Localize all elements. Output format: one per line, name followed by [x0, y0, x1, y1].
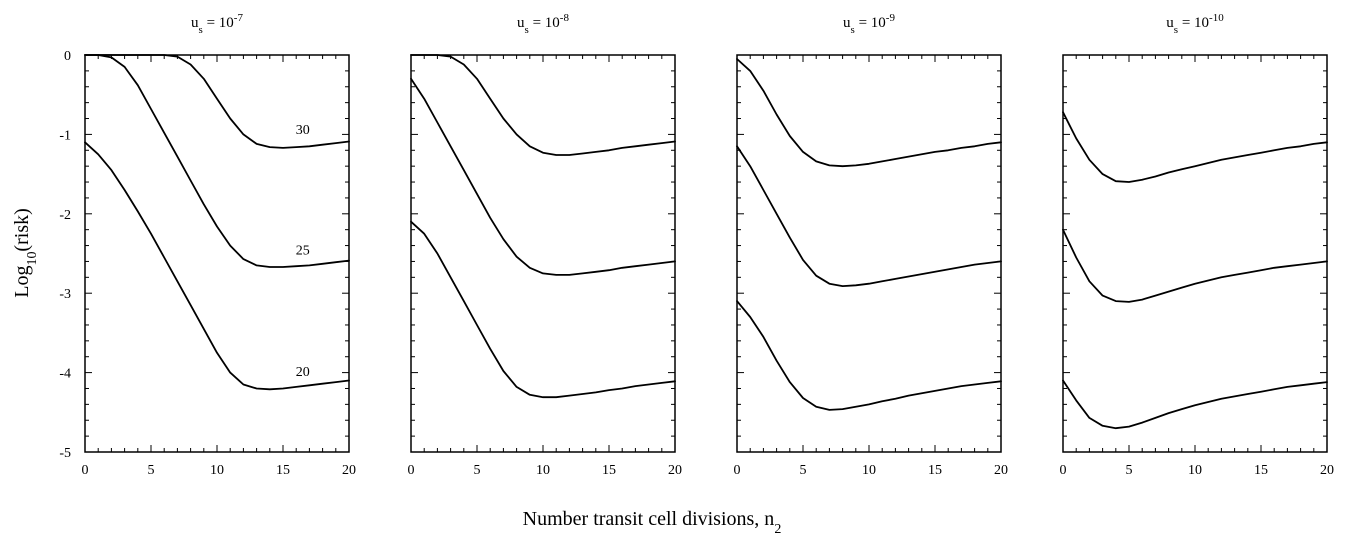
- series-line-25: [1062, 228, 1328, 303]
- x-tick-label: 10: [862, 463, 876, 478]
- series-line-20: [410, 220, 676, 399]
- panel-title-mid: = 10: [529, 15, 560, 31]
- panel-title-main: u: [843, 15, 851, 31]
- panel-title: us = 10-9: [843, 12, 895, 36]
- y-axis-title-tail: (risk): [11, 208, 33, 251]
- x-axis-title-sub: 2: [774, 522, 781, 537]
- panel-title-sup: -8: [560, 12, 570, 24]
- x-tick-label: 15: [602, 463, 616, 478]
- series-label-30: 30: [296, 123, 310, 138]
- x-tick-label: 20: [994, 463, 1008, 478]
- panel-title: us = 10-8: [517, 12, 569, 36]
- y-tick-label: 0: [64, 49, 71, 64]
- panel-3: us = 10-9 0 5 10 15 20: [734, 12, 1009, 478]
- panel-1: us = 10-7 0 5 10 15 20 0 -1 -2 -3 -4 -5 30 25 20: [59, 12, 356, 478]
- y-axis-title: Log10(risk): [11, 208, 40, 298]
- series-line-30: [84, 54, 350, 149]
- panel-title: us = 10-10: [1166, 12, 1224, 36]
- x-axis-title: Number transit cell divisions, n2: [523, 508, 782, 537]
- panel-title-sub: s: [199, 24, 203, 36]
- panel-title-sup: -7: [234, 12, 244, 24]
- panel-title-main: u: [1166, 15, 1174, 31]
- series-line-25: [410, 77, 676, 276]
- y-tick-label: -5: [59, 446, 71, 461]
- y-tick-label: -2: [59, 208, 71, 223]
- panel-title-main: u: [191, 15, 199, 31]
- x-tick-label: 5: [800, 463, 807, 478]
- panel-4: us = 10-10 0 5 10 15 20: [1060, 12, 1335, 478]
- series-line-30: [1062, 111, 1328, 183]
- x-tick-label: 10: [210, 463, 224, 478]
- y-tick-label: -4: [59, 367, 71, 382]
- panel-title-mid: = 10: [203, 15, 234, 31]
- x-tick-label: 5: [1126, 463, 1133, 478]
- x-tick-label: 20: [1320, 463, 1334, 478]
- series-line-25: [84, 54, 350, 268]
- x-tick-label: 20: [342, 463, 356, 478]
- series-line-25: [736, 145, 1002, 288]
- panel-2: us = 10-8 0 5 10 15 20: [408, 12, 683, 478]
- x-tick-label: 0: [408, 463, 415, 478]
- x-tick-label: 15: [276, 463, 290, 478]
- panel-title-sub: s: [1174, 24, 1178, 36]
- panel-title: us = 10-7: [191, 12, 243, 36]
- series-label-25: 25: [296, 244, 310, 259]
- plot-frame: [410, 54, 676, 453]
- series-line-30: [736, 58, 1002, 168]
- series-label-20: 20: [296, 365, 310, 380]
- series-line-20: [736, 300, 1002, 411]
- plot-frame: [1062, 54, 1328, 453]
- panel-title-sup: -10: [1209, 12, 1224, 24]
- x-tick-label: 5: [474, 463, 481, 478]
- x-tick-label: 15: [928, 463, 942, 478]
- x-tick-label: 15: [1254, 463, 1268, 478]
- x-tick-label: 0: [82, 463, 89, 478]
- panel-title-sup: -9: [886, 12, 896, 24]
- x-tick-label: 10: [536, 463, 550, 478]
- y-tick-label: -3: [59, 287, 71, 302]
- panel-title-main: u: [517, 15, 525, 31]
- panel-title-mid: = 10: [855, 15, 886, 31]
- y-tick-label: -1: [59, 128, 71, 143]
- panel-title-sub: s: [525, 24, 529, 36]
- y-axis-title-sub: 10: [25, 252, 40, 266]
- panel-title-mid: = 10: [1178, 15, 1209, 31]
- series-line-20: [84, 141, 350, 391]
- x-tick-label: 10: [1188, 463, 1202, 478]
- series-line-30: [410, 54, 676, 156]
- panel-title-sub: s: [851, 24, 855, 36]
- x-tick-label: 0: [734, 463, 741, 478]
- x-tick-label: 0: [1060, 463, 1067, 478]
- x-tick-label: 20: [668, 463, 682, 478]
- series-line-20: [1062, 379, 1328, 430]
- y-axis-title-main: Log: [11, 266, 33, 298]
- x-tick-label: 5: [148, 463, 155, 478]
- x-axis-title-main: Number transit cell divisions, n: [523, 508, 775, 530]
